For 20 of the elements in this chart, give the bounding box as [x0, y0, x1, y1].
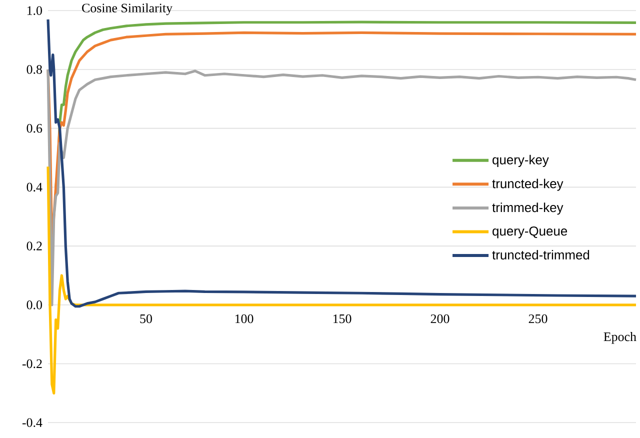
legend-label: truncted-trimmed — [492, 250, 590, 260]
x-tick-label: 100 — [235, 314, 254, 324]
y-tick-label: -0.2 — [22, 360, 42, 368]
legend-label: truncted-key — [492, 178, 564, 192]
legend-label: query-Queue — [492, 226, 568, 238]
y-tick-label: 0.2 — [26, 242, 42, 251]
y-axis-title: Cosine Similarity — [82, 4, 172, 16]
x-tick-label: 200 — [430, 314, 450, 324]
x-tick-label: 50 — [140, 314, 152, 324]
legend-label: trimmed-key — [492, 202, 564, 215]
legend-label: query-key — [492, 155, 549, 168]
x-tick-label: 250 — [528, 314, 548, 324]
y-tick-label: 0.4 — [26, 182, 42, 192]
y-tick-label: 0.0 — [26, 300, 42, 310]
y-tick-label: -0.4 — [22, 418, 42, 428]
x-axis-title: Epoch — [604, 332, 636, 344]
y-tick-label: 0.6 — [26, 124, 42, 133]
y-tick-label: 0.8 — [26, 65, 42, 74]
x-tick-label: 150 — [333, 314, 352, 324]
y-tick-label: 1.0 — [27, 6, 42, 16]
